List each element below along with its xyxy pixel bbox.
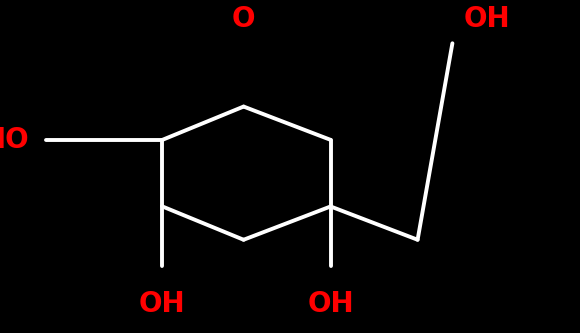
Text: O: O xyxy=(232,5,255,33)
Text: OH: OH xyxy=(139,290,186,318)
Text: OH: OH xyxy=(307,290,354,318)
Text: OH: OH xyxy=(464,5,510,33)
Text: HO: HO xyxy=(0,126,29,154)
